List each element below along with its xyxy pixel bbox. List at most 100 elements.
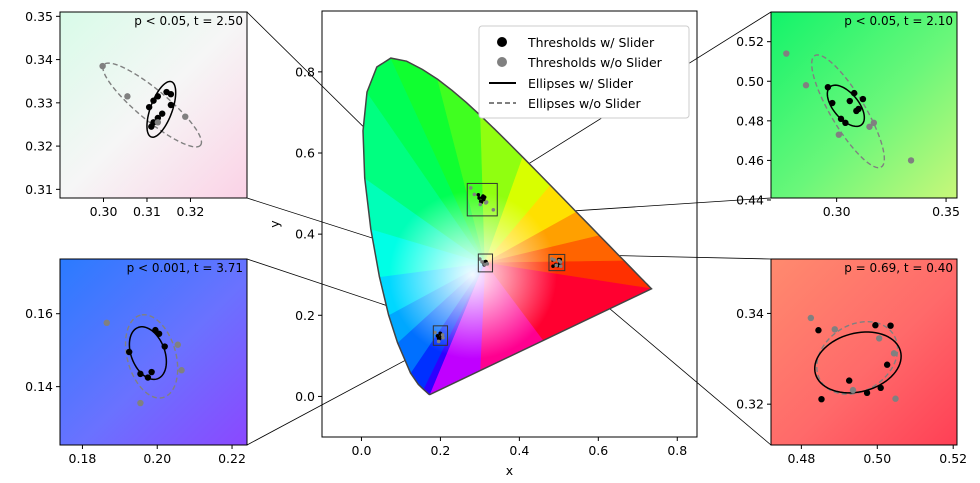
main-threshold-point [554,263,559,268]
threshold-point-without-slider [866,123,873,130]
x-tick-label: 0.30 [823,204,851,219]
threshold-point-with-slider [125,348,133,356]
threshold-point-without-slider [103,319,110,327]
ellipse-without-slider [810,54,886,169]
connector-line [246,344,434,446]
threshold-point-with-slider [863,389,871,397]
inset-annotation: p = 0.69, t = 0.40 [844,261,953,275]
threshold-point-without-slider [849,386,857,394]
threshold-point-with-slider [877,384,884,392]
y-tick-label: 0.34 [736,306,764,321]
x-tick-label: 0.4 [509,443,529,458]
main-threshold-point [558,260,563,264]
inset-top-left: p < 0.05, t = 2.50 0.30 0.31 0.32 0.31 0.32 0.… [25,9,248,219]
threshold-point-with-slider [842,119,849,127]
inset-axes-frame [59,11,248,199]
threshold-point-without-slider [870,119,878,127]
x-tick-label: 0.35 [932,204,960,219]
y-tick-label: 0.34 [25,52,53,67]
threshold-point-without-slider [182,113,189,120]
y-tick-label: 0.6 [295,146,315,161]
x-tick-label: 0.18 [69,451,97,466]
threshold-point-with-slider [859,95,867,103]
threshold-point-without-slider [174,341,182,348]
x-tick-label: 0.22 [218,451,246,466]
threshold-point-without-slider [137,399,144,407]
threshold-point-with-slider [887,322,894,329]
y-tick-label: 0.52 [736,34,764,49]
y-tick-label: 0.44 [736,192,764,207]
legend-symbol-thresholds-with-slider [497,37,507,47]
y-tick-label: 0.4 [295,227,315,242]
x-tick-label: 0.6 [588,443,608,458]
y-tick-label: 0.46 [736,153,764,168]
threshold-point-without-slider [124,93,131,100]
x-tick-label: 0.31 [133,204,161,219]
y-tick-label: 0.31 [25,182,53,197]
threshold-point-with-slider [167,90,175,98]
threshold-point-without-slider [890,350,898,357]
main-threshold-point [551,264,555,268]
threshold-point-with-slider [158,110,166,117]
main-threshold-point [438,336,442,340]
threshold-point-with-slider [167,101,175,109]
y-tick-label: 0.0 [295,389,315,404]
main-axes-frame [321,10,698,438]
inset-axes-frame [770,11,958,199]
ellipse-with-slider [146,80,177,138]
inset-bottom-left: p < 0.001, t = 3.71 0.18 0.20 0.22 0.14 0.16 [25,258,248,466]
main-threshold-point [472,192,477,197]
main-threshold-point [552,258,557,262]
y-tick-label: 0.14 [25,379,53,394]
legend-label-thresholds-without-slider: Thresholds w/o Slider [527,55,663,70]
y-axis-label: y [267,220,282,228]
y-tick-label: 0.32 [25,139,53,154]
zoom-box [477,253,494,273]
threshold-point-without-slider [831,326,838,333]
threshold-point-without-slider [892,395,899,402]
y-tick-label: 0.35 [25,9,53,24]
x-tick-label: 0.2 [430,443,450,458]
threshold-point-with-slider [818,395,825,403]
ellipse-with-slider [813,331,902,394]
threshold-point-with-slider [148,368,155,376]
threshold-point-with-slider [872,322,879,329]
main-threshold-point [480,195,485,200]
x-tick-label: 0.8 [667,443,687,458]
inset-background [60,12,247,198]
main-threshold-point [440,333,445,337]
main-threshold-point [476,192,481,197]
ellipse-without-slider [816,320,899,395]
main-threshold-point [491,208,496,212]
x-tick-label: 0.30 [90,204,118,219]
inset-annotation: p < 0.05, t = 2.10 [844,14,953,28]
main-threshold-point [469,186,473,190]
main-threshold-point [478,202,483,207]
ellipse-without-slider [124,314,179,399]
threshold-point-without-slider [802,82,810,89]
threshold-point-with-slider [829,99,836,107]
main-threshold-point [483,262,487,267]
threshold-point-with-slider [824,83,832,91]
inset-annotation: p < 0.001, t = 3.71 [127,261,243,275]
threshold-point-with-slider [845,377,853,384]
threshold-point-with-slider [144,374,152,381]
inset-bottom-right: p = 0.69, t = 0.40 0.48 0.50 0.52 0.32 0.34 [736,258,967,466]
threshold-point-without-slider [835,131,843,138]
y-tick-label: 0.8 [295,64,315,79]
y-tick-label: 0.48 [736,113,764,128]
inset-background [60,259,247,445]
main-threshold-point [558,264,563,268]
x-tick-label: 0.0 [352,443,372,458]
threshold-point-without-slider [178,367,185,374]
zoom-box [432,325,449,346]
y-tick-label: 0.33 [25,95,53,110]
x-tick-label: 0.50 [863,451,891,466]
main-threshold-point [480,260,484,264]
y-tick-label: 0.2 [295,308,315,323]
threshold-point-with-slider [815,327,822,334]
main-threshold-point [436,339,441,344]
main-threshold-point [477,196,481,200]
threshold-point-with-slider [145,103,153,111]
